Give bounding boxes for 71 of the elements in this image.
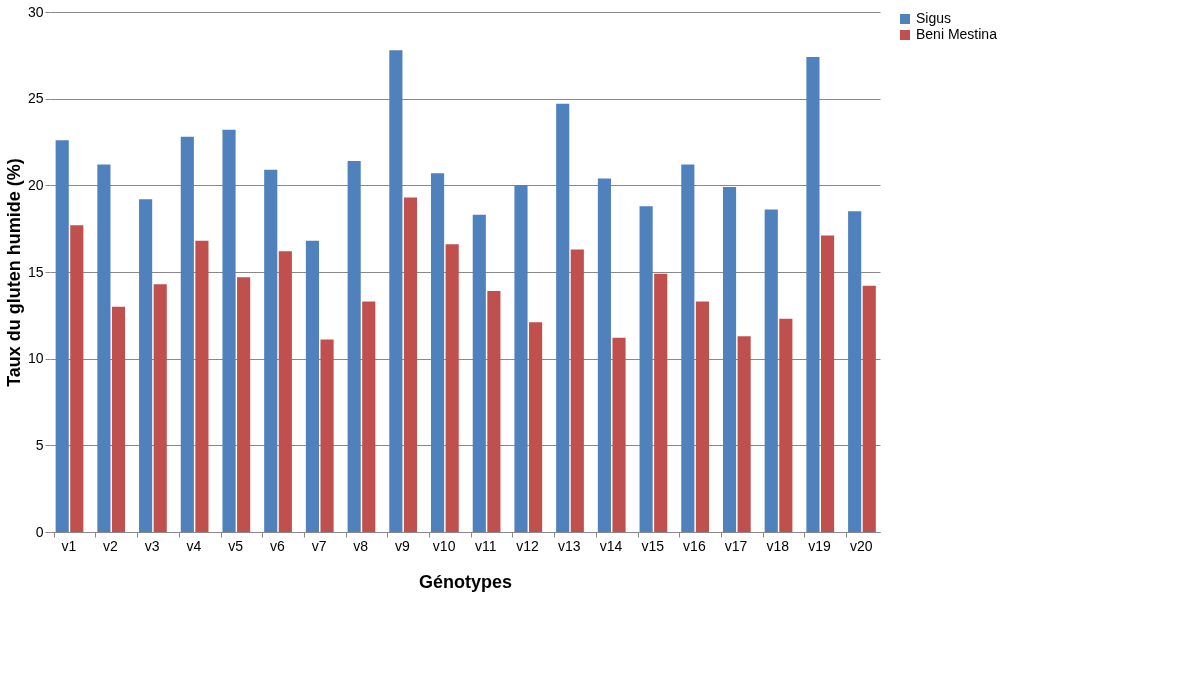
y-tick-label: 10 [27,350,44,367]
x-tick-label: v14 [599,537,623,554]
x-tick-label: v9 [395,537,411,554]
bar [806,57,820,532]
y-tick-label: 20 [27,176,44,193]
bar [722,187,737,532]
bar [445,244,459,532]
x-tick-label: v16 [683,537,706,554]
bar [764,209,778,532]
bar [347,161,361,532]
bar [305,240,320,532]
x-tick-label: v2 [103,537,119,554]
bar [779,318,793,532]
x-tick-label: v7 [311,537,327,554]
bar [389,50,403,532]
x-tick-label: v17 [724,537,748,554]
x-tick-label: v10 [432,537,456,554]
x-tick-label: v20 [849,537,873,554]
x-tick-label: v15 [641,537,665,554]
x-tick-label: v19 [808,537,832,554]
x-tick-label: v4 [186,537,202,554]
bar [639,206,653,532]
bar [570,249,584,532]
bar [695,301,709,532]
y-tick-label: 5 [35,436,44,453]
x-tick-label: v1 [61,537,77,554]
bar [556,103,570,532]
x-axis-title: Génotypes [418,571,513,592]
bar [111,306,126,532]
bar [681,164,695,532]
bar [320,339,334,532]
bar [97,164,111,532]
x-tick-label: v11 [475,537,497,554]
y-tick-label: 15 [27,263,44,280]
x-tick-label: v8 [353,537,369,554]
x-tick-label: v12 [516,537,540,554]
bar [222,129,236,532]
x-tick-label: v13 [557,537,581,554]
bar [278,251,292,532]
bar [195,240,209,532]
x-tick-label: v18 [766,537,790,554]
bar [848,211,862,532]
bar [139,199,153,532]
bar [472,214,486,532]
bar [403,197,418,532]
bar [612,337,626,532]
bar [153,284,167,532]
bar [431,173,445,532]
x-tick-label: v3 [144,537,160,554]
legend-label: Beni Mestina [916,26,998,42]
bar [487,291,501,532]
legend-label: Sigus [916,10,952,26]
y-tick-label: 25 [27,90,44,107]
y-tick-label: 30 [27,3,44,20]
bar [529,322,543,532]
bar [514,185,528,532]
x-tick-label: v6 [269,537,285,554]
y-tick-label: 0 [35,523,44,540]
bar [597,178,611,532]
x-tick-label: v5 [228,537,244,554]
bar [180,136,194,532]
bar [862,285,876,532]
y-axis-title: Taux du gluten humide (%) [3,158,24,387]
bar [264,169,278,532]
bar [70,225,84,532]
bar [237,277,251,532]
bar [55,140,69,532]
bar [654,273,668,532]
bar [362,301,376,532]
bar [820,235,835,532]
bar [737,336,751,532]
